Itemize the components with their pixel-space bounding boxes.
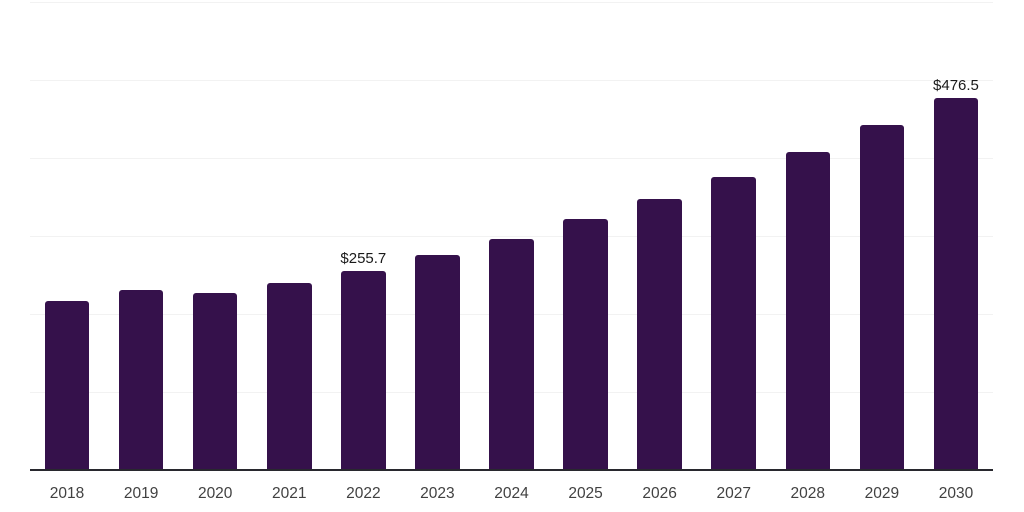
x-axis-line: [30, 469, 993, 471]
bar-2026[interactable]: [637, 199, 682, 470]
x-tick-label-2030: 2030: [938, 485, 974, 502]
x-tick-label-2019: 2019: [123, 485, 159, 502]
bar-2018[interactable]: [44, 300, 90, 470]
x-tick-label-2028: 2028: [790, 485, 826, 502]
x-tick-label-2025: 2025: [568, 485, 603, 502]
bar-2019[interactable]: [118, 289, 164, 470]
value-label-2022: $255.7: [340, 249, 387, 267]
x-tick-label-2029: 2029: [864, 485, 900, 502]
bar-2027[interactable]: [711, 177, 756, 470]
x-tick-label-2018: 2018: [49, 485, 85, 502]
gridline: [30, 236, 993, 237]
bar-2030[interactable]: [933, 98, 979, 470]
bar-2029[interactable]: [859, 125, 905, 470]
x-tick-label-2020: 2020: [197, 485, 233, 502]
gridline: [30, 80, 993, 81]
x-tick-label-2021: 2021: [272, 485, 307, 502]
value-label-2030: $476.5: [933, 77, 979, 95]
bar-2023[interactable]: [415, 254, 460, 470]
bar-2024[interactable]: [489, 238, 534, 470]
bar-2021[interactable]: [267, 283, 312, 470]
bar-2022[interactable]: [341, 270, 386, 470]
x-tick-label-2026: 2026: [642, 485, 677, 502]
x-tick-label-2027: 2027: [716, 485, 751, 502]
gridline: [30, 2, 993, 3]
x-tick-label-2023: 2023: [420, 485, 455, 502]
bar-2020[interactable]: [192, 293, 238, 470]
x-tick-label-2022: 2022: [346, 485, 381, 502]
bar-2028[interactable]: [785, 151, 831, 470]
gridline: [30, 158, 993, 159]
x-tick-label-2024: 2024: [494, 485, 529, 502]
bar-2025[interactable]: [563, 218, 608, 470]
